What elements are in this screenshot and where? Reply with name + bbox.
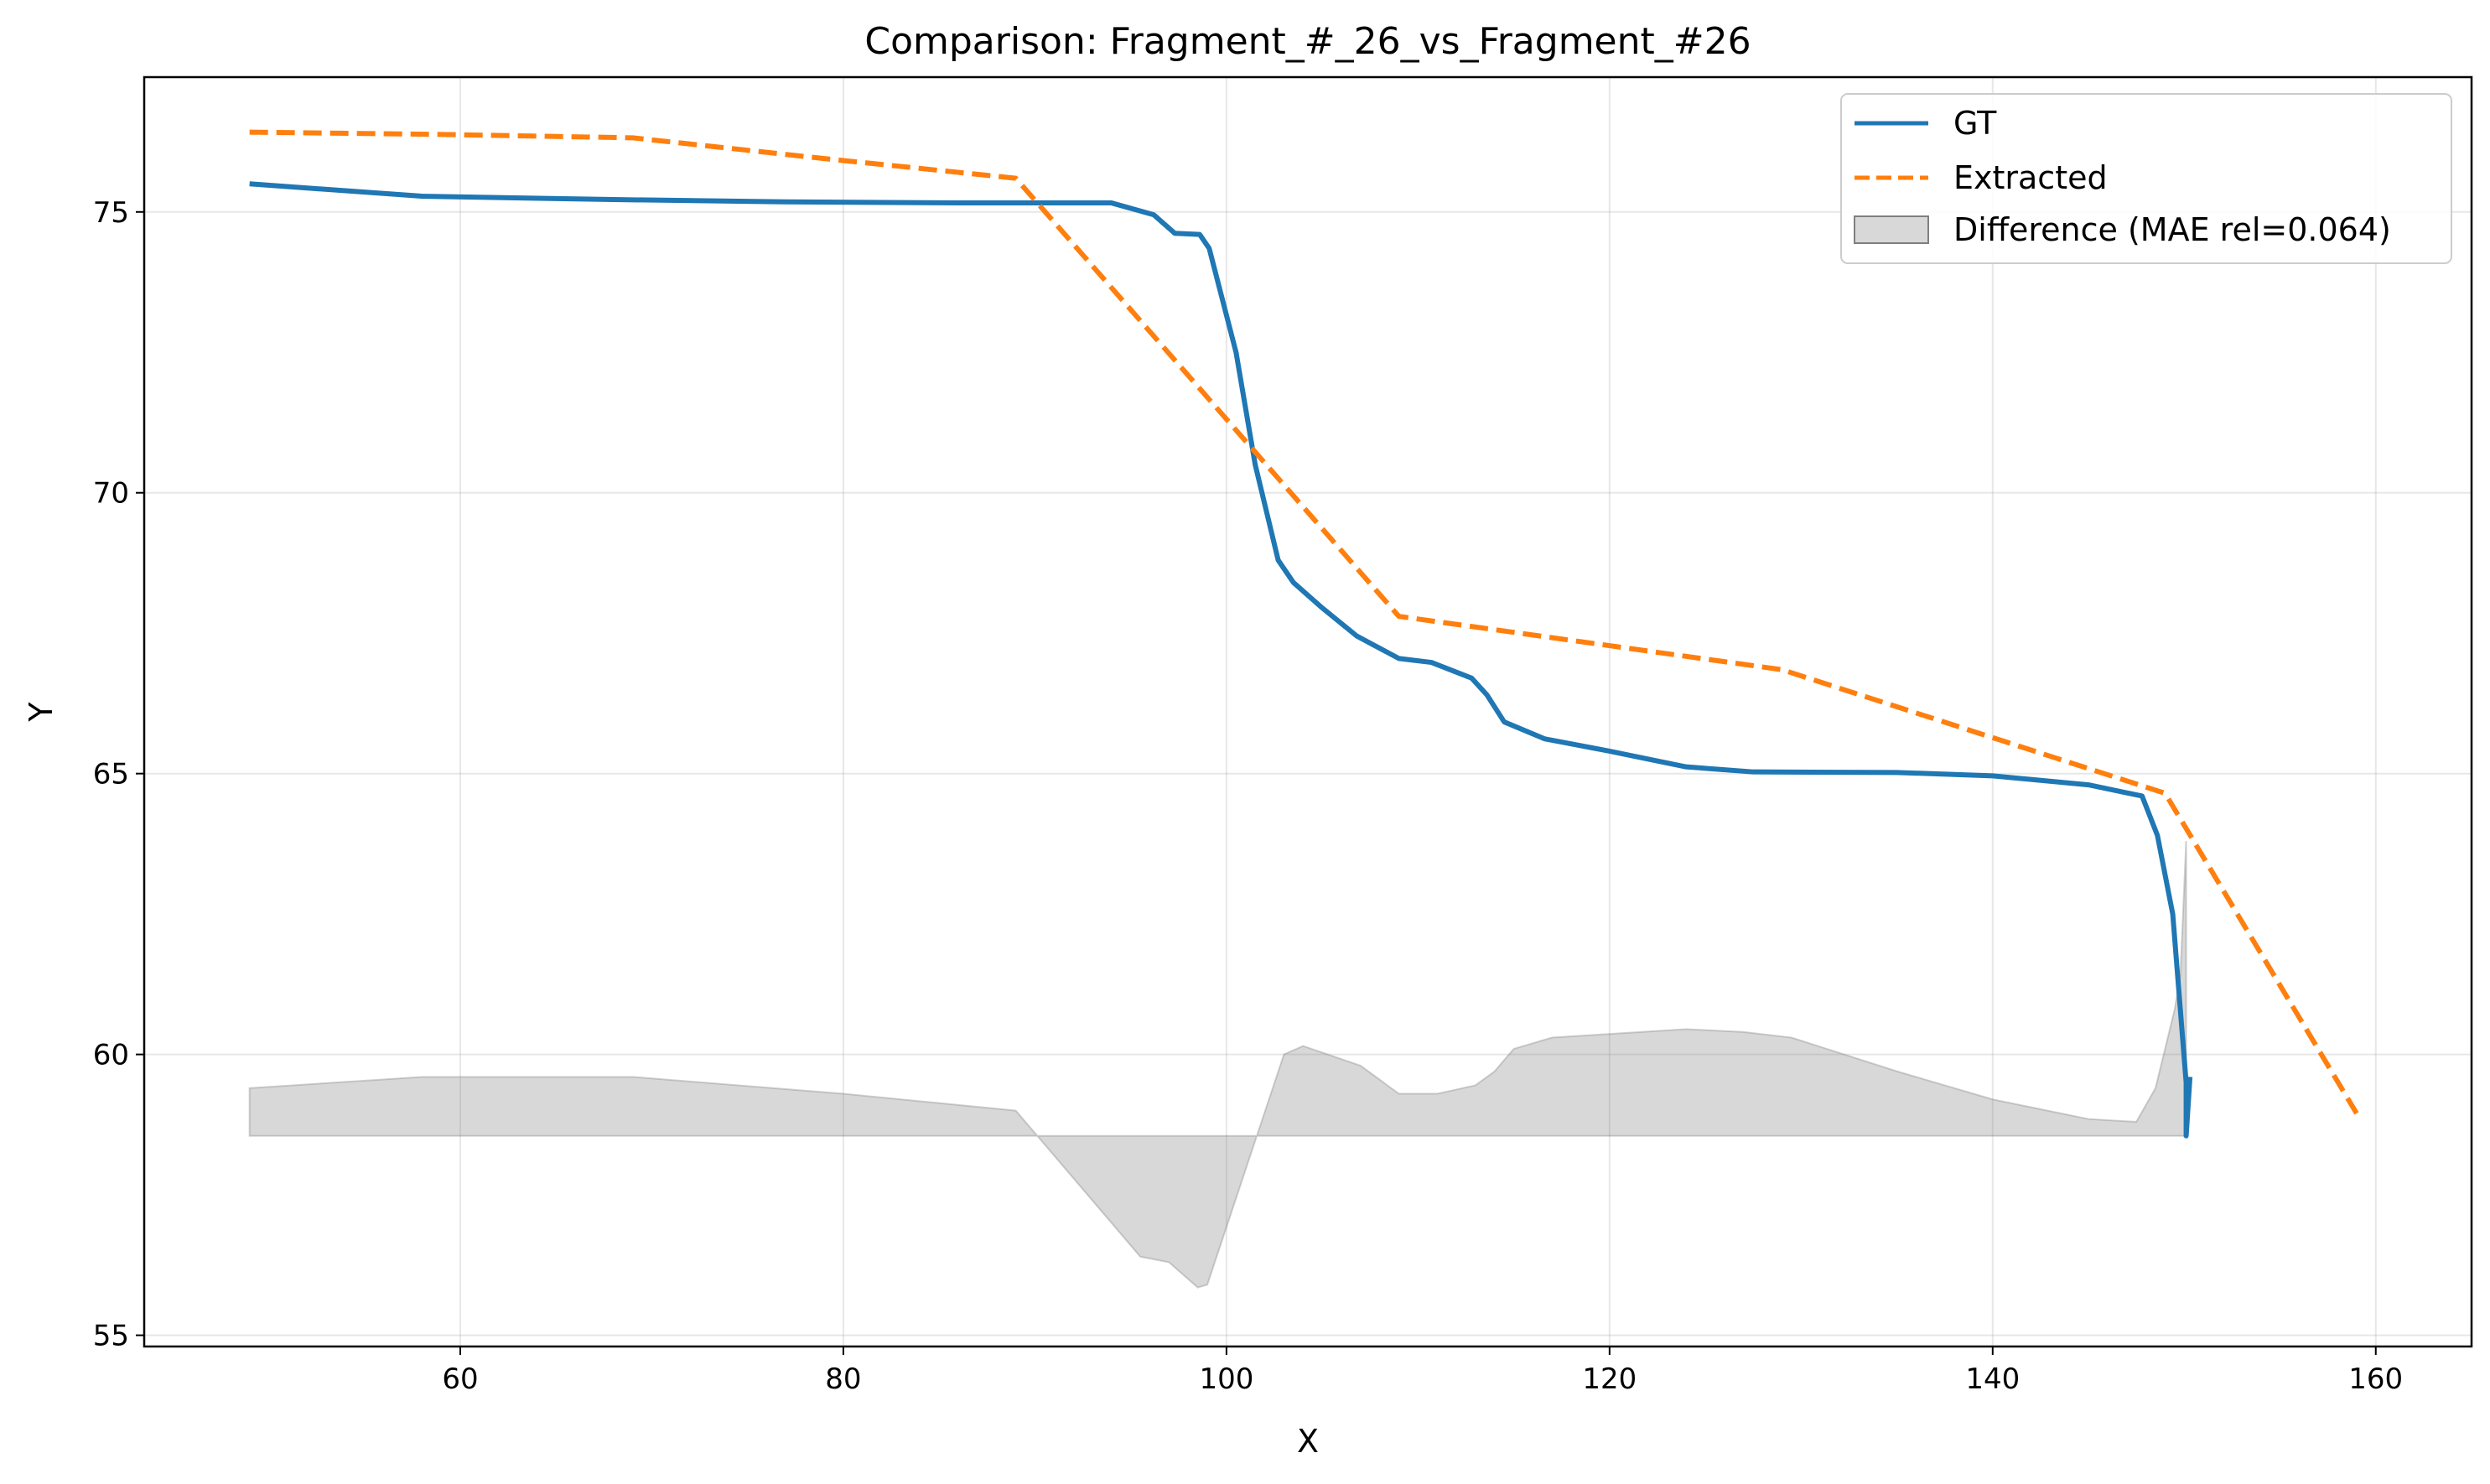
y-tick-label: 55 [93,1320,129,1353]
difference-area [248,841,2187,1289]
x-tick-label: 160 [2348,1362,2403,1396]
legend-label-difference: Difference (MAE rel=0.064) [1953,211,2391,248]
y-tick-label: 60 [93,1039,129,1072]
legend-swatch-difference [1854,215,1929,244]
difference-area-layer [248,841,2187,1289]
legend-box [1840,93,2452,264]
series-lines-layer [249,129,2359,1139]
x-axis-label: X [1297,1423,1319,1460]
y-axis-label: Y [23,702,60,723]
legend-label-extracted: Extracted [1953,159,2108,196]
series-line-gt [249,181,2193,1139]
y-tick-label: 70 [93,477,129,511]
legend-label-gt: GT [1953,105,1997,142]
axis-ticks: 60 80 100 120 140 160 55 60 65 70 75 [93,196,2403,1396]
plot-frame [143,75,2473,1348]
legend: GT Extracted Difference (MAE rel=0.064) [1840,93,2452,264]
chart-title: Comparison: Fragment_#_26_vs_Fragment_#2… [864,20,1751,63]
x-tick-label: 120 [1582,1362,1637,1396]
x-tick-label: 80 [825,1362,861,1396]
grid [144,77,2472,1346]
y-tick-label: 75 [93,196,129,230]
x-tick-label: 140 [1965,1362,2020,1396]
x-tick-label: 60 [442,1362,478,1396]
series-line-extracted [249,129,2359,1115]
x-tick-label: 100 [1199,1362,1253,1396]
y-tick-label: 65 [93,758,129,791]
